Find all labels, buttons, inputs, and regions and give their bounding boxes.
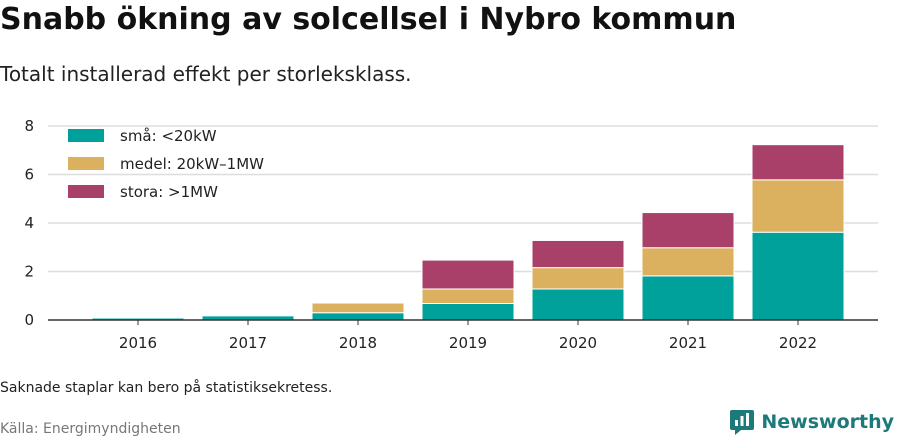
x-tick-label: 2021 <box>669 334 707 352</box>
y-tick-label: 4 <box>24 214 34 232</box>
y-tick-label: 0 <box>24 311 34 329</box>
legend-swatch <box>68 185 104 198</box>
bar-segment-2019-series-0 <box>421 303 515 321</box>
legend-label: medel: 20kW–1MW <box>120 155 264 173</box>
bar-segment-2022-series-2 <box>751 144 845 181</box>
chart-title: Snabb ökning av solcellsel i Nybro kommu… <box>0 2 737 37</box>
bar-segment-2020-series-0 <box>531 288 625 321</box>
bars <box>91 144 845 321</box>
brand-name: Newsworthy <box>761 411 894 433</box>
x-tick-label: 2022 <box>779 334 817 352</box>
y-tick-label: 2 <box>24 263 34 281</box>
legend: små: <20kW medel: 20kW–1MW stora: >1MW <box>68 127 264 201</box>
legend-swatch <box>68 129 104 142</box>
bar-segment-2021-series-1 <box>641 247 735 277</box>
source-credit: Källa: Energimyndigheten <box>0 421 181 437</box>
bar-segment-2019-series-1 <box>421 288 515 305</box>
stacked-bar-chart: 0 2 4 6 8 2016 2017 2018 2019 2020 2021 2022 små: … <box>24 117 878 352</box>
newsworthy-logo-icon <box>730 410 755 435</box>
bar-segment-2022-series-1 <box>751 179 845 233</box>
bar-segment-2020-series-2 <box>531 239 625 269</box>
bar-segment-2018-series-1 <box>311 302 405 314</box>
bar-segment-2020-series-1 <box>531 267 625 290</box>
x-tick-label: 2019 <box>449 334 487 352</box>
y-axis-ticks: 0 2 4 6 8 <box>24 117 34 329</box>
legend-swatch <box>68 157 104 170</box>
y-tick-label: 8 <box>24 117 34 135</box>
bar-segment-2019-series-2 <box>421 259 515 290</box>
bar-segment-2021-series-0 <box>641 275 735 321</box>
x-tick-label: 2016 <box>119 334 157 352</box>
x-tick-label: 2017 <box>229 334 267 352</box>
bar-segment-2022-series-0 <box>751 231 845 321</box>
brand-logo: Newsworthy <box>729 408 894 436</box>
x-axis-ticks: 2016 2017 2018 2019 2020 2021 2022 <box>119 320 817 352</box>
bar-segment-2021-series-2 <box>641 212 735 249</box>
legend-label: stora: >1MW <box>120 183 218 201</box>
y-tick-label: 6 <box>24 166 34 184</box>
chart-subtitle: Totalt installerad effekt per storlekskl… <box>0 62 412 86</box>
x-tick-label: 2018 <box>339 334 377 352</box>
footnote: Saknade staplar kan bero på statistiksek… <box>0 380 333 396</box>
bar-segment-2018-series-0 <box>311 312 405 321</box>
x-tick-label: 2020 <box>559 334 597 352</box>
legend-label: små: <20kW <box>120 127 217 145</box>
